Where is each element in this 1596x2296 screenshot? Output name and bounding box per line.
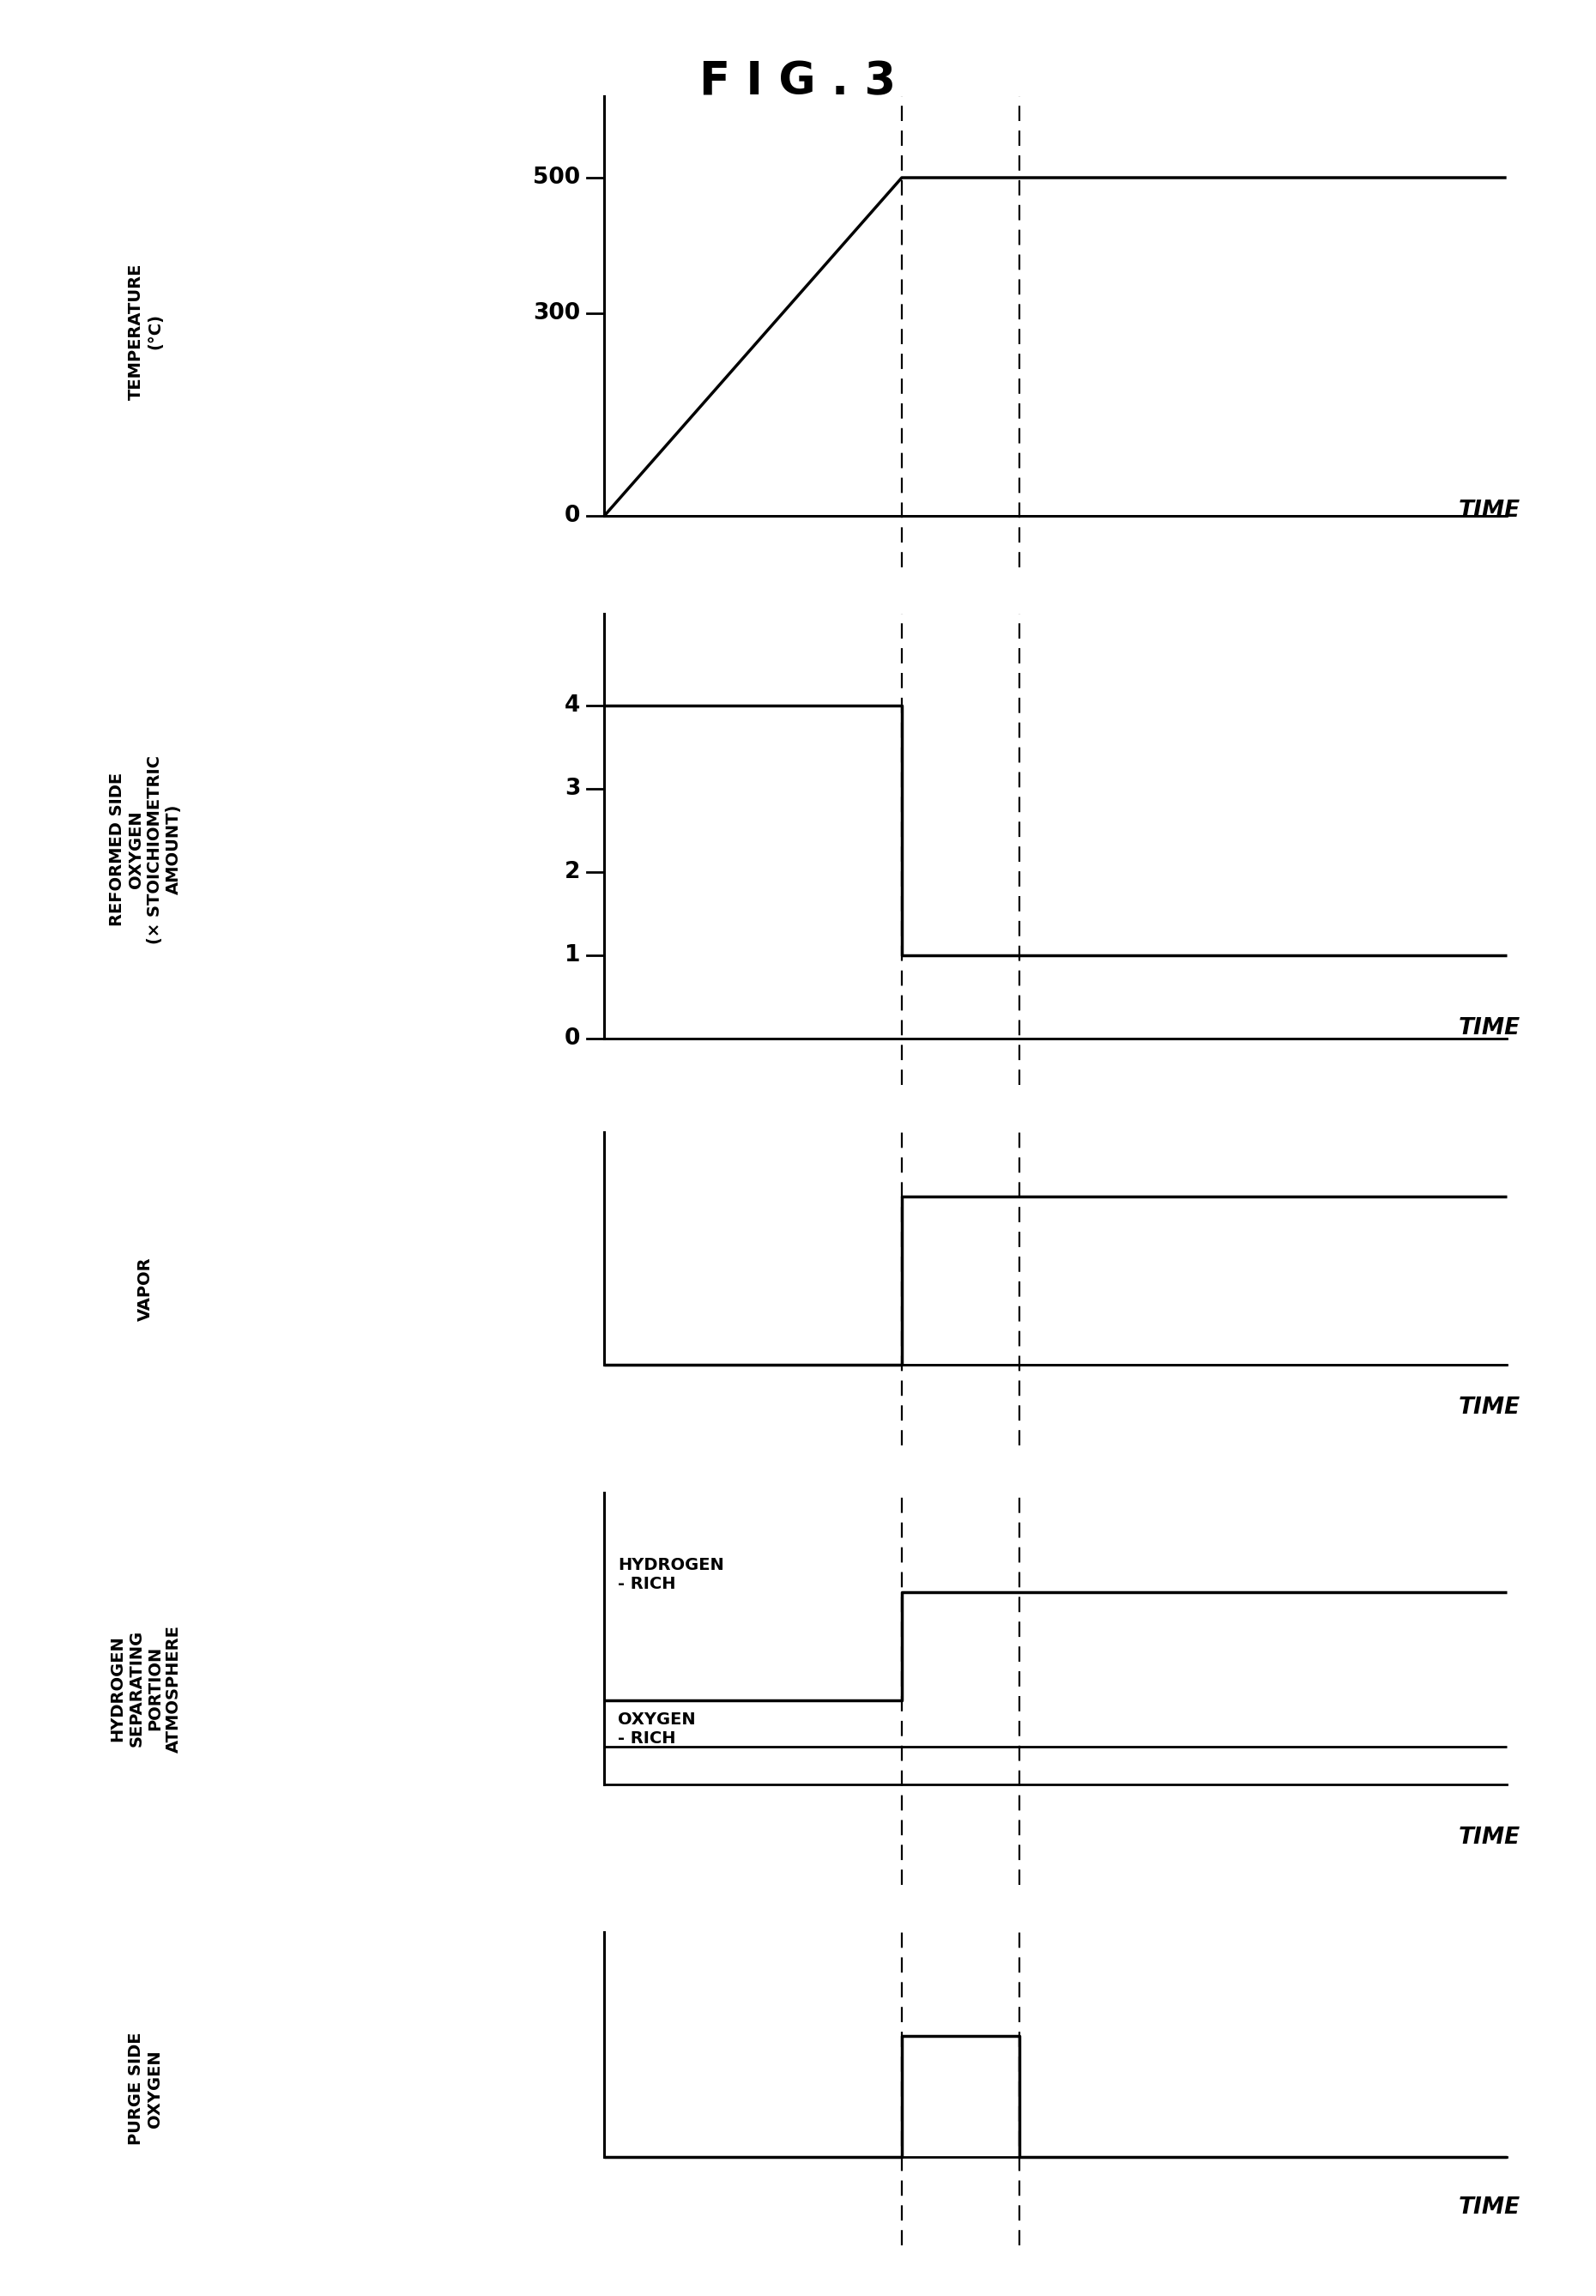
Text: TIME: TIME bbox=[1459, 1017, 1521, 1040]
Text: REFORMED SIDE
OXYGEN
(× STOICHIOMETRIC
AMOUNT): REFORMED SIDE OXYGEN (× STOICHIOMETRIC A… bbox=[109, 755, 182, 944]
Text: 3: 3 bbox=[565, 778, 581, 801]
Text: HYDROGEN
- RICH: HYDROGEN - RICH bbox=[618, 1557, 725, 1593]
Text: 1: 1 bbox=[565, 944, 581, 967]
Text: VAPOR: VAPOR bbox=[137, 1256, 153, 1320]
Text: 2: 2 bbox=[565, 861, 581, 884]
Text: 0: 0 bbox=[565, 1029, 581, 1049]
Text: 0: 0 bbox=[565, 505, 581, 528]
Text: TIME: TIME bbox=[1459, 501, 1521, 521]
Text: TEMPERATURE
(°C): TEMPERATURE (°C) bbox=[128, 264, 163, 400]
Text: 4: 4 bbox=[565, 696, 581, 716]
Text: F I G . 3: F I G . 3 bbox=[699, 60, 897, 103]
Text: TIME: TIME bbox=[1459, 2197, 1521, 2218]
Text: TIME: TIME bbox=[1459, 1828, 1521, 1848]
Text: 500: 500 bbox=[533, 168, 581, 188]
Text: HYDROGEN
SEPARATING
PORTION
ATMOSPHERE: HYDROGEN SEPARATING PORTION ATMOSPHERE bbox=[109, 1626, 182, 1752]
Text: 300: 300 bbox=[533, 303, 581, 324]
Text: PURGE SIDE
OXYGEN: PURGE SIDE OXYGEN bbox=[128, 2032, 163, 2144]
Text: TIME: TIME bbox=[1459, 1396, 1521, 1419]
Text: OXYGEN
- RICH: OXYGEN - RICH bbox=[618, 1711, 696, 1747]
